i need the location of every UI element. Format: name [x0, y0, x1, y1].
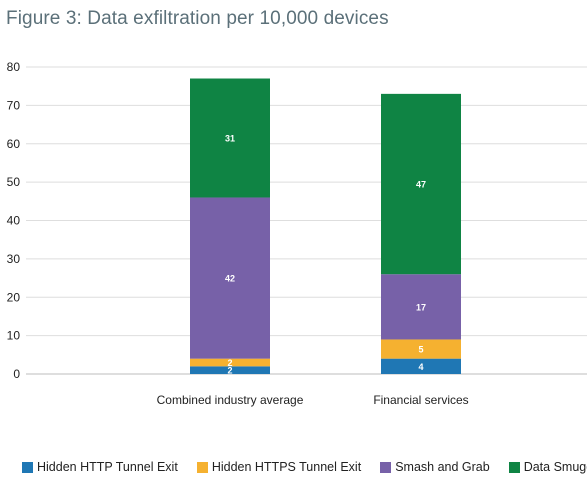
- legend-item: Data Smuggler: [508, 460, 587, 474]
- data-label: 4: [418, 362, 423, 372]
- y-tick-label: 30: [7, 252, 21, 266]
- x-axis-ticks: Combined industry average Financial servi…: [157, 393, 469, 407]
- bar-segment: [190, 197, 270, 359]
- y-tick-label: 60: [7, 137, 21, 151]
- gridlines: [26, 66, 587, 375]
- legend-item: Hidden HTTPS Tunnel Exit: [196, 460, 362, 474]
- legend-label: Hidden HTTP Tunnel Exit: [37, 460, 178, 474]
- legend-item: Hidden HTTP Tunnel Exit: [22, 460, 178, 474]
- y-tick-label: 40: [7, 214, 21, 228]
- data-label: 2: [227, 358, 232, 368]
- data-label: 5: [418, 345, 423, 355]
- data-label: 31: [225, 133, 235, 143]
- legend-label: Smash and Grab: [395, 460, 490, 474]
- bar-segment: [381, 339, 461, 359]
- legend-swatch: [508, 461, 520, 473]
- bar-segment: [190, 366, 270, 374]
- bar-segment: [381, 358, 461, 374]
- y-tick-label: 10: [7, 329, 21, 343]
- legend-swatch: [380, 461, 392, 473]
- data-label: 2: [227, 366, 232, 376]
- data-label: 42: [225, 274, 235, 284]
- legend-label: Hidden HTTPS Tunnel Exit: [211, 460, 362, 474]
- legend-swatch: [196, 461, 208, 473]
- chart-title: Figure 3: Data exfiltration per 10,000 d…: [6, 8, 389, 29]
- stacked-bar-chart: 0 10 20 30 40 50 60 70 80 22 42 31 4 5 17 47 Combined …: [7, 60, 587, 407]
- legend-label: Data Smuggler: [523, 460, 587, 474]
- y-tick-label: 50: [7, 175, 21, 189]
- bar-segment: [190, 358, 270, 367]
- data-label: 17: [416, 302, 426, 312]
- bar-segment: [381, 93, 461, 275]
- legend-item: Smash and Grab: [380, 460, 490, 474]
- x-tick-label: Financial services: [373, 393, 468, 407]
- y-tick-label: 80: [7, 60, 21, 74]
- y-tick-label: 0: [13, 367, 20, 381]
- y-tick-label: 20: [7, 290, 21, 304]
- bars: 22 42 31 4 5 17 47: [190, 78, 461, 376]
- legend-swatch: [22, 461, 33, 473]
- bar-segment: [190, 78, 270, 198]
- y-tick-label: 70: [7, 98, 21, 112]
- data-label: 47: [416, 180, 426, 190]
- bar-segment: [381, 274, 461, 340]
- x-tick-label: Combined industry average: [157, 393, 304, 407]
- legend: Hidden HTTP Tunnel Exit Hidden HTTPS Tunn…: [22, 460, 587, 474]
- y-axis-ticks: 0 10 20 30 40 50 60 70 80: [7, 60, 21, 381]
